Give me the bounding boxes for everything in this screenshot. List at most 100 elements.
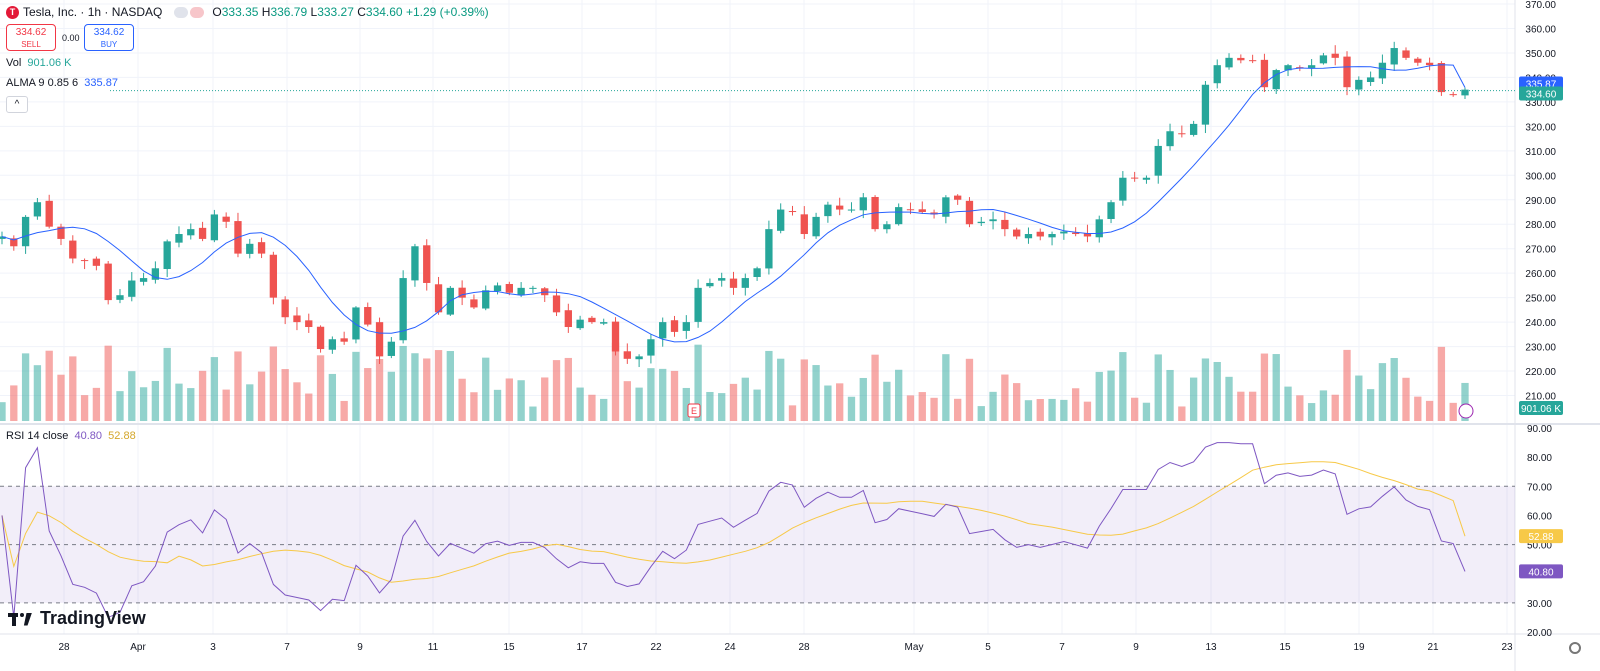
volume-bar xyxy=(45,350,53,421)
candle-body xyxy=(847,209,856,211)
candle-body xyxy=(104,263,112,301)
candle-body xyxy=(316,326,325,350)
volume-bar xyxy=(1036,399,1044,421)
volume-bar xyxy=(800,359,808,421)
candle-body xyxy=(611,321,620,352)
volume-bar xyxy=(1296,395,1304,421)
volume-bar xyxy=(387,371,396,421)
volume-bar xyxy=(871,354,879,421)
candle xyxy=(257,237,266,259)
volume-bar xyxy=(1201,358,1210,421)
candle xyxy=(895,203,903,226)
candle xyxy=(375,317,384,365)
volume-bar xyxy=(1001,374,1009,421)
rsi-badge-bg xyxy=(1519,564,1563,579)
candle xyxy=(1331,45,1339,66)
candle xyxy=(198,221,207,242)
candle xyxy=(600,318,608,326)
volume-bar xyxy=(352,351,360,421)
candle-body xyxy=(729,278,738,288)
volume-bar xyxy=(1130,397,1139,421)
candle-body xyxy=(1437,63,1446,93)
candle xyxy=(765,220,773,275)
volume-bar xyxy=(1425,400,1434,421)
candle xyxy=(1237,54,1245,64)
volume-bar xyxy=(423,358,431,421)
candle-body xyxy=(1319,55,1328,64)
volume-bar xyxy=(1402,377,1410,421)
candle-body xyxy=(222,216,230,222)
tradingview-logo[interactable]: TradingView xyxy=(8,608,146,629)
price-tick-label: 250.00 xyxy=(1525,294,1556,305)
candle xyxy=(281,296,289,325)
volume-bar xyxy=(883,381,891,421)
volume-bar xyxy=(505,378,513,421)
volume-bar xyxy=(529,406,537,421)
candle xyxy=(293,307,301,331)
symbol-title[interactable]: Tesla, Inc. · 1h · NASDAQ xyxy=(23,5,163,19)
candle-body xyxy=(187,229,195,236)
volume-bar xyxy=(647,368,655,421)
candle-body xyxy=(116,295,124,300)
collapse-legend-button[interactable]: ^ xyxy=(6,96,28,113)
price-tick-label: 280.00 xyxy=(1525,220,1556,231)
candle-body xyxy=(529,287,537,289)
volume-bar xyxy=(458,378,466,421)
volume-bar xyxy=(198,370,207,421)
candle xyxy=(1130,171,1139,182)
volume-bar xyxy=(611,342,620,421)
sell-button[interactable]: 334.62 SELL xyxy=(6,24,56,51)
settings-gear-icon[interactable] xyxy=(1569,642,1581,654)
candle xyxy=(1414,57,1422,66)
candle xyxy=(718,272,726,287)
candle-body xyxy=(328,339,337,350)
candle xyxy=(564,303,572,333)
candle xyxy=(611,317,620,356)
candle-body xyxy=(989,219,997,222)
alma-legend[interactable]: ALMA 9 0.85 6 335.87 xyxy=(6,77,118,89)
candle-body xyxy=(175,234,183,243)
volume-bar xyxy=(1166,369,1174,421)
volume-bar xyxy=(1083,401,1092,421)
volume-legend[interactable]: Vol 901.06 K xyxy=(6,57,72,69)
candle xyxy=(1402,47,1410,60)
candle xyxy=(1178,125,1186,138)
candle-body xyxy=(777,209,785,231)
candle-body xyxy=(281,299,289,318)
price-tick-label: 330.00 xyxy=(1525,98,1556,109)
candle-body xyxy=(293,315,301,323)
candle-body xyxy=(576,319,584,329)
candle-body xyxy=(623,351,631,359)
candle xyxy=(576,315,584,330)
volume-bar xyxy=(977,406,985,421)
volume-bar xyxy=(411,353,419,421)
time-tick-label: 21 xyxy=(1427,642,1439,653)
candle-body xyxy=(859,197,867,211)
alma-line xyxy=(1,64,1466,343)
time-tick-label: 7 xyxy=(1059,642,1065,653)
volume-bar xyxy=(1414,396,1422,421)
candle-body xyxy=(741,278,749,288)
market-status-icon[interactable] xyxy=(174,6,205,18)
candle xyxy=(1225,53,1233,70)
volume-bar xyxy=(57,374,65,421)
volume-bar xyxy=(175,383,183,421)
buy-button[interactable]: 334.62 BUY xyxy=(84,24,134,51)
volume-bar xyxy=(269,346,278,421)
candle-body xyxy=(906,209,915,211)
candle xyxy=(541,286,549,302)
candle-body xyxy=(246,243,254,254)
candle xyxy=(116,289,124,304)
candle xyxy=(1319,52,1328,65)
candle-body xyxy=(753,268,761,277)
time-tick-label: 13 xyxy=(1205,642,1217,653)
candle xyxy=(175,226,183,248)
candle-body xyxy=(0,236,6,239)
candle-body xyxy=(1237,57,1245,61)
volume-bar xyxy=(600,398,608,421)
volume-bar xyxy=(1284,386,1292,421)
rsi-legend[interactable]: RSI 14 close 40.80 52.88 xyxy=(6,430,136,442)
candle xyxy=(1213,59,1221,89)
candle-body xyxy=(10,238,18,247)
